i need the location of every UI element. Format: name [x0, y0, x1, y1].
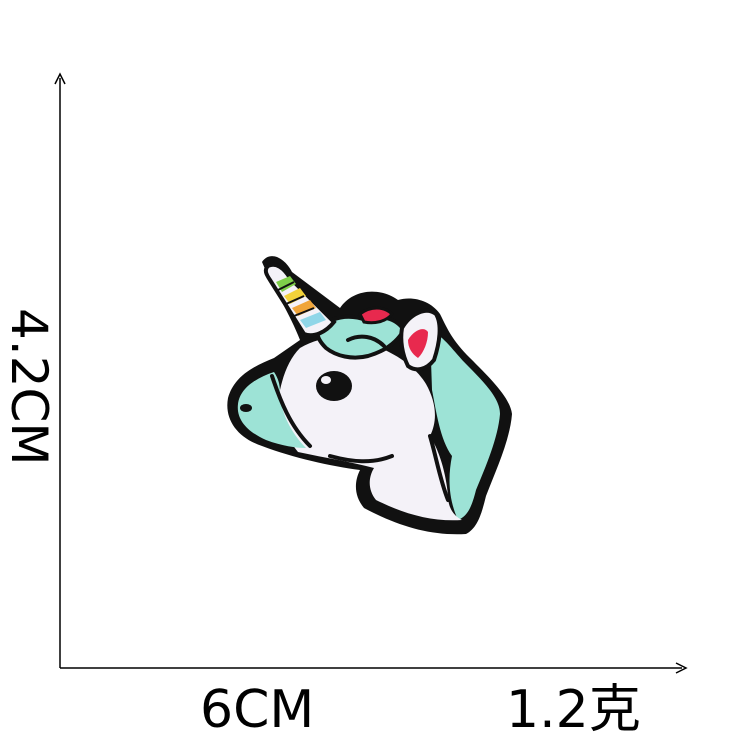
- vertical-axis-arrow: [54, 72, 66, 85]
- height-label: 4.2CM: [0, 308, 58, 466]
- unicorn-nostril: [240, 404, 252, 412]
- weight-label: 1.2克: [506, 680, 641, 740]
- ear-inner: [408, 329, 428, 358]
- width-label: 6CM: [200, 680, 315, 740]
- snout-outline: [270, 374, 312, 448]
- eye-highlight: [321, 376, 331, 384]
- jaw-line: [328, 454, 394, 464]
- height-dimension: 4.2CM: [0, 308, 58, 484]
- neck-outline: [428, 434, 450, 502]
- forelock-curl: [346, 334, 386, 348]
- unicorn-snout: [237, 372, 306, 448]
- unicorn-mane: [430, 330, 500, 520]
- unicorn-eye: [316, 371, 352, 401]
- red-tuft: [358, 306, 394, 325]
- unicorn-horn: [263, 262, 337, 338]
- horizontal-axis-arrow: [675, 662, 688, 674]
